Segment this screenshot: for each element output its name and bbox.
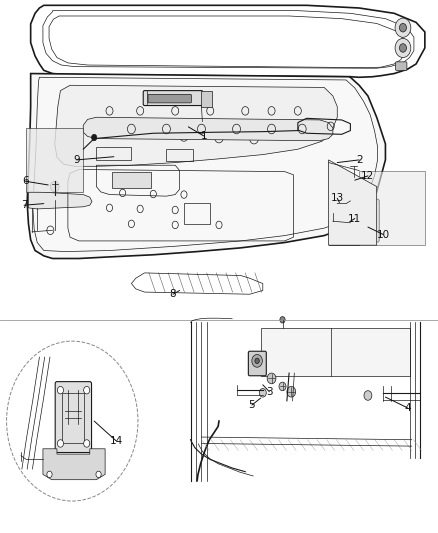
FancyBboxPatch shape bbox=[261, 328, 410, 376]
Polygon shape bbox=[83, 117, 333, 141]
Circle shape bbox=[350, 177, 358, 188]
Polygon shape bbox=[359, 171, 425, 245]
Circle shape bbox=[252, 354, 262, 367]
FancyBboxPatch shape bbox=[396, 62, 407, 70]
Text: 5: 5 bbox=[248, 400, 255, 410]
Circle shape bbox=[280, 317, 285, 323]
Text: 14: 14 bbox=[110, 436, 123, 446]
Circle shape bbox=[399, 44, 406, 52]
Circle shape bbox=[356, 208, 372, 227]
Text: 12: 12 bbox=[361, 171, 374, 181]
Circle shape bbox=[50, 181, 59, 192]
Text: 13: 13 bbox=[331, 193, 344, 203]
FancyBboxPatch shape bbox=[354, 228, 373, 238]
FancyBboxPatch shape bbox=[112, 172, 151, 188]
Polygon shape bbox=[43, 449, 105, 480]
FancyBboxPatch shape bbox=[201, 91, 212, 107]
Circle shape bbox=[267, 373, 276, 384]
Circle shape bbox=[92, 134, 97, 141]
Circle shape bbox=[287, 386, 296, 397]
Circle shape bbox=[395, 18, 411, 37]
FancyBboxPatch shape bbox=[143, 91, 203, 106]
Circle shape bbox=[364, 391, 372, 400]
Circle shape bbox=[360, 213, 368, 222]
Polygon shape bbox=[55, 85, 337, 166]
Text: 1: 1 bbox=[200, 131, 207, 141]
Text: 6: 6 bbox=[22, 176, 29, 186]
Circle shape bbox=[57, 386, 64, 394]
Polygon shape bbox=[26, 128, 83, 192]
Text: 7: 7 bbox=[21, 200, 28, 210]
Text: 9: 9 bbox=[73, 155, 80, 165]
Circle shape bbox=[336, 201, 340, 206]
Circle shape bbox=[279, 382, 286, 391]
Polygon shape bbox=[27, 74, 385, 259]
Polygon shape bbox=[28, 192, 92, 209]
Circle shape bbox=[57, 440, 64, 447]
Circle shape bbox=[255, 358, 259, 364]
Circle shape bbox=[259, 389, 266, 397]
Circle shape bbox=[395, 38, 411, 58]
FancyBboxPatch shape bbox=[349, 199, 379, 242]
Circle shape bbox=[96, 471, 101, 478]
Circle shape bbox=[84, 386, 90, 394]
Text: 4: 4 bbox=[404, 403, 411, 413]
FancyBboxPatch shape bbox=[248, 351, 266, 376]
Text: 10: 10 bbox=[377, 230, 390, 239]
Text: 11: 11 bbox=[348, 214, 361, 223]
Text: 8: 8 bbox=[170, 289, 177, 299]
Text: 2: 2 bbox=[356, 155, 363, 165]
Circle shape bbox=[47, 471, 52, 478]
Circle shape bbox=[399, 23, 406, 32]
FancyBboxPatch shape bbox=[148, 94, 191, 103]
Polygon shape bbox=[328, 160, 377, 245]
FancyBboxPatch shape bbox=[55, 382, 92, 453]
Text: 3: 3 bbox=[266, 387, 273, 397]
Circle shape bbox=[84, 440, 90, 447]
